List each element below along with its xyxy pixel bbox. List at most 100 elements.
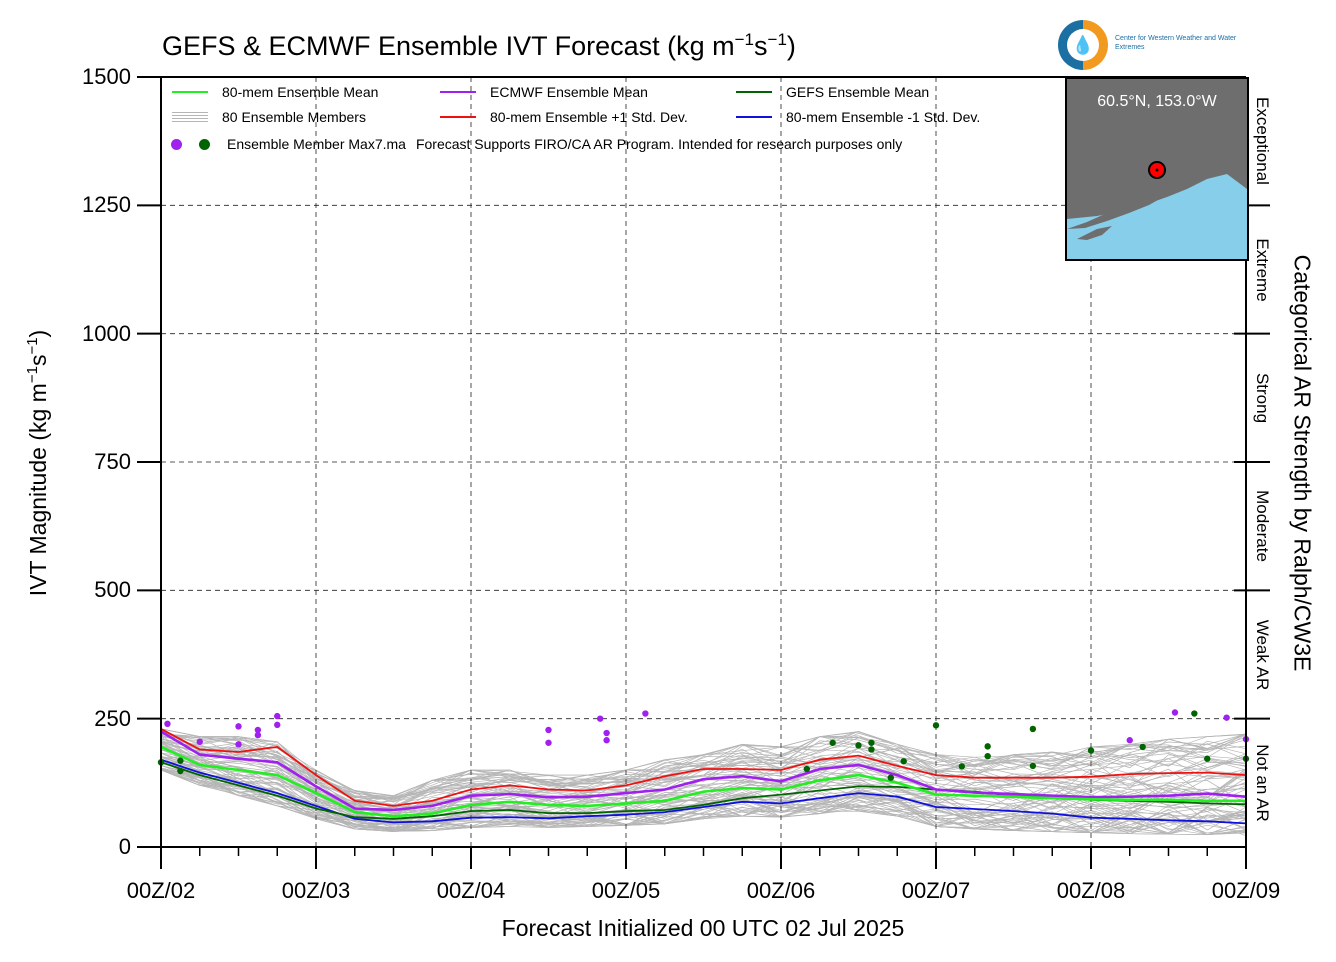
max7-point-ecmwf — [254, 731, 262, 739]
max7-point-ecmwf — [164, 720, 171, 727]
max7-point-ecmwf — [596, 715, 604, 722]
legend-label: GEFS Ensemble Mean — [786, 84, 930, 100]
legend-minus1: 80-mem Ensemble -1 Std. Dev. — [736, 109, 980, 125]
legend-label: 80 Ensemble Members — [222, 109, 366, 125]
max7-point-ecmwf — [274, 721, 281, 729]
max7-point-ecmwf — [603, 737, 610, 744]
right-axis-label: Categorical AR Strength by Ralph/CW3E — [1289, 254, 1316, 672]
y-tick-label: 500 — [94, 577, 131, 603]
legend-dot-ecmwf — [171, 138, 182, 150]
max7-point-ecmwf — [235, 741, 242, 748]
legend-mean80: 80-mem Ensemble Mean — [172, 84, 378, 100]
max7-point-gefs — [958, 763, 966, 770]
plus1-std-line — [160, 728, 1247, 807]
x-tick-label: 00Z/08 — [1056, 878, 1126, 903]
max7-point-gefs — [1191, 710, 1198, 717]
legend-label: 80-mem Ensemble -1 Std. Dev. — [786, 109, 981, 125]
legend-max7: Ensemble Member Max7.ma Forecast Supports… — [171, 136, 902, 152]
ensemble-member-line — [160, 768, 1247, 836]
max7-point-ecmwf — [1171, 709, 1179, 716]
max7-point-ecmwf — [196, 738, 203, 745]
grid — [161, 77, 1246, 847]
x-tick-label: 00Z/07 — [901, 878, 971, 903]
legend-swatch — [440, 91, 476, 93]
legend-ecmwf: ECMWF Ensemble Mean — [440, 84, 648, 100]
y-axis-label: IVT Magnitude (kg m−1s−1) — [24, 329, 51, 597]
y-tick-label: 1000 — [82, 320, 131, 346]
logo-text: Center for Western Weather and Water Ext… — [1115, 35, 1237, 51]
max7-point-gefs — [887, 774, 894, 781]
legend-gefs: GEFS Ensemble Mean — [736, 84, 929, 100]
legend-note: Forecast Supports FIRO/CA AR Program. In… — [415, 136, 903, 152]
category-label: Not an AR — [1253, 744, 1272, 822]
location-marker-center — [1155, 168, 1159, 172]
mean80-line — [160, 745, 1246, 818]
max7-point-ecmwf — [235, 723, 242, 730]
max7-point-gefs — [1029, 725, 1037, 733]
y-tick-label: 1250 — [82, 192, 131, 218]
legend-label: 80-mem Ensemble Mean — [222, 84, 379, 100]
legend-plus1: 80-mem Ensemble +1 Std. Dev. — [440, 109, 688, 125]
ensemble-member-line — [160, 736, 1247, 804]
max7-point-gefs — [1204, 755, 1211, 762]
legend-members: 80 Ensemble Members — [172, 109, 366, 125]
ensemble-member-line — [160, 732, 1247, 800]
chart-title: GEFS & ECMWF Ensemble IVT Forecast (kg m… — [162, 30, 796, 61]
x-tick-label: 00Z/06 — [746, 878, 816, 903]
max7-point-gefs — [984, 743, 991, 750]
max7-point-gefs — [829, 739, 836, 746]
inset-map-drawing — [1067, 161, 1247, 259]
max7-point-ecmwf — [274, 712, 281, 720]
ensemble-member-line — [160, 757, 1247, 835]
x-tick-label: 00Z/09 — [1211, 878, 1281, 903]
max7-point-gefs — [177, 767, 184, 775]
x-tick-label: 00Z/02 — [126, 878, 196, 903]
legend: 80-mem Ensemble Mean ECMWF Ensemble Mean… — [168, 82, 1048, 162]
ensemble-member-line — [160, 752, 1247, 815]
y-tick-label: 250 — [94, 705, 131, 731]
max7-point-ecmwf — [254, 726, 262, 734]
max7-point-gefs — [177, 757, 184, 764]
cw3e-logo: 💧 Center for Western Weather and Water E… — [1058, 20, 1248, 72]
legend-label: 80-mem Ensemble +1 Std. Dev. — [490, 109, 688, 125]
category-label: Strong — [1253, 372, 1272, 423]
category-label: Extreme — [1253, 237, 1272, 302]
y-tick-label: 1500 — [82, 64, 131, 89]
ensemble-member-line — [160, 728, 1247, 800]
category-label: Exceptional — [1253, 97, 1272, 186]
x-tick-label: 00Z/04 — [436, 878, 506, 903]
max7-point-gefs — [984, 752, 991, 760]
inset-location-label: 60.5°N, 153.0°W — [1097, 93, 1217, 110]
max7-point-gefs — [803, 765, 811, 773]
max7-point-ecmwf — [1223, 714, 1230, 721]
max7-point-gefs — [868, 739, 875, 746]
y-tick-label: 0 — [118, 834, 131, 859]
location-inset-map: 60.5°N, 153.0°W — [1065, 77, 1249, 261]
x-tick-label: 00Z/05 — [591, 878, 661, 903]
legend-swatch — [172, 112, 208, 122]
category-label: Moderate — [1253, 490, 1272, 563]
ecmwf-mean-line — [160, 730, 1247, 812]
max7-point-gefs — [1087, 747, 1095, 754]
legend-label: Ensemble Member Max7.ma — [227, 136, 406, 152]
ensemble-member-line — [160, 729, 1247, 800]
series-lines — [160, 728, 1247, 825]
max7-point-ecmwf — [545, 726, 552, 734]
category-label: Weak AR — [1253, 619, 1272, 690]
ensemble-member-line — [160, 734, 1247, 801]
max7-point-gefs — [1139, 743, 1146, 751]
water-drop-logo-icon: 💧 — [1058, 20, 1108, 70]
max7-point-ecmwf — [642, 710, 649, 717]
legend-swatch — [440, 116, 476, 118]
legend-swatch — [736, 91, 772, 93]
legend-swatch — [736, 116, 772, 118]
max7-point-ecmwf — [545, 739, 552, 746]
ensemble-member-line — [160, 769, 1247, 836]
max7-point-ecmwf — [1126, 737, 1133, 744]
x-axis-label: Forecast Initialized 00 UTC 02 Jul 2025 — [501, 915, 905, 941]
legend-swatch — [172, 91, 208, 93]
land-island — [1077, 226, 1112, 240]
ocean-shape — [1067, 174, 1247, 259]
ensemble-member-line — [160, 752, 1247, 819]
